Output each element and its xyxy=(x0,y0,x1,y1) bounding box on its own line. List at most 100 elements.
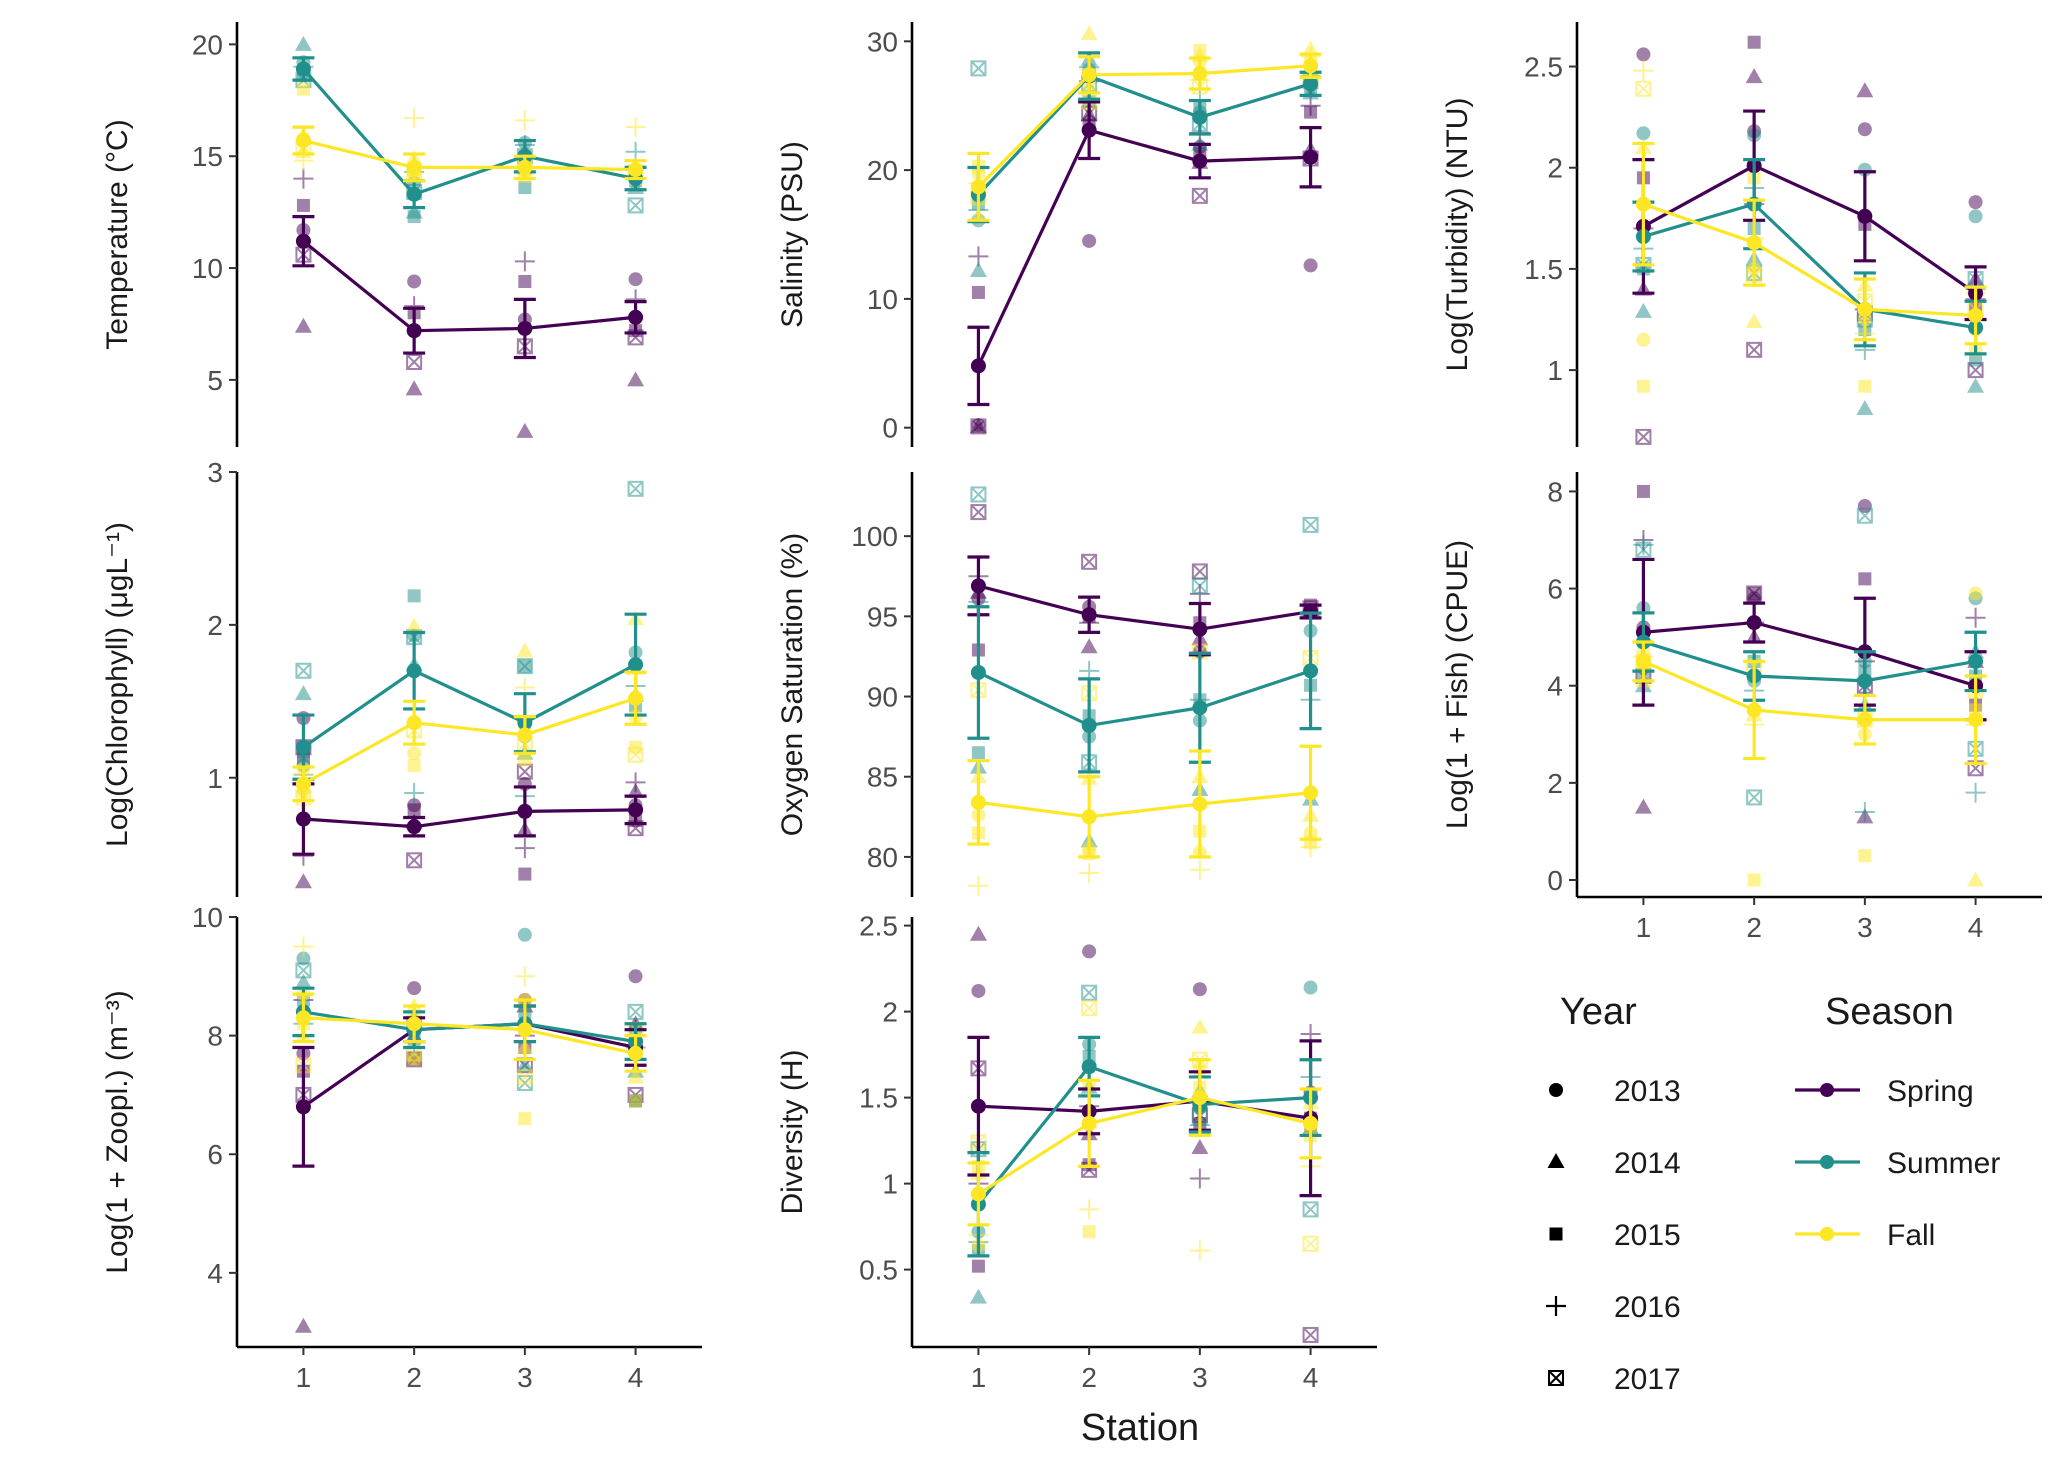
point-fall-2015 xyxy=(1636,379,1650,393)
mean-point-fall xyxy=(1303,1115,1319,1131)
y-tick-label: 100 xyxy=(851,521,898,552)
series-fall xyxy=(292,670,647,803)
y-tick-label: 4 xyxy=(1547,671,1563,702)
x-tick-label: 3 xyxy=(1192,1362,1208,1393)
point-spring-2013 xyxy=(628,272,643,287)
y-tick-label: 3 xyxy=(207,457,223,488)
mean-point-summer xyxy=(628,657,644,673)
point-spring-2015 xyxy=(1858,572,1872,586)
mean-point-spring xyxy=(406,323,422,339)
point-fall-2015 xyxy=(296,82,310,96)
mean-point-fall xyxy=(1192,66,1208,82)
mean-point-fall xyxy=(970,794,986,810)
legend-year-2015: 2015 xyxy=(1549,1219,1681,1252)
y-axis-title: Log(Turbidity) (NTU) xyxy=(1441,98,1474,372)
point-summer-2017 xyxy=(627,1003,644,1020)
mean-point-fall xyxy=(1081,1115,1097,1131)
x-tick-label: 4 xyxy=(1303,1362,1319,1393)
point-summer-2014 xyxy=(294,35,312,51)
y-tick-label: 0 xyxy=(1547,865,1563,896)
point-fall-2016 xyxy=(968,875,989,896)
y-tick-label: 2 xyxy=(207,610,223,641)
x-tick-label: 4 xyxy=(628,1362,644,1393)
legend-season-fall: Fall xyxy=(1795,1219,1935,1252)
point-fall-2015 xyxy=(1193,43,1207,57)
point-fall-2015 xyxy=(1858,849,1872,863)
point-summer-2017 xyxy=(970,486,987,503)
point-fall-2017 xyxy=(627,746,644,763)
point-fall-2014 xyxy=(1745,313,1763,329)
point-spring-2013 xyxy=(1192,982,1207,997)
point-summer-2014 xyxy=(1856,400,1874,416)
legend-season-summer: Summer xyxy=(1795,1147,2000,1180)
point-summer-2013 xyxy=(1968,209,1983,224)
point-spring-2015 xyxy=(407,803,421,817)
series-spring xyxy=(292,782,647,856)
point-spring-2015 xyxy=(1636,484,1650,498)
point-summer-2015 xyxy=(518,181,532,195)
point-spring-2016 xyxy=(293,168,314,189)
mean-line-fall xyxy=(302,696,637,786)
mean-point-fall xyxy=(1635,196,1651,212)
y-tick-label: 6 xyxy=(207,1139,223,1170)
legend-year-2016: 2016 xyxy=(1546,1291,1681,1324)
mean-point-summer xyxy=(1303,663,1319,679)
mean-point-spring xyxy=(295,1099,311,1115)
series-spring xyxy=(967,100,1322,407)
point-spring-2015 xyxy=(518,274,532,288)
series-fall xyxy=(967,744,1322,859)
mean-point-spring xyxy=(1746,615,1762,631)
mean-point-summer xyxy=(1192,109,1208,125)
panel-5: 80 85 90 95 100 Oxygen Saturation (%) xyxy=(776,472,1322,897)
point-summer-2016 xyxy=(1965,782,1986,803)
point-summer-2015 xyxy=(407,210,421,224)
mean-point-fall xyxy=(1857,712,1873,728)
mean-point-fall xyxy=(295,776,311,792)
mean-point-summer xyxy=(1303,76,1319,92)
y-tick-label: 85 xyxy=(867,762,898,793)
mean-point-fall xyxy=(1746,235,1762,251)
mean-line-spring xyxy=(976,128,1311,367)
mean-point-spring xyxy=(1192,621,1208,637)
mean-point-fall xyxy=(970,1186,986,1202)
y-axis-title: Oxygen Saturation (%) xyxy=(776,533,809,836)
legend-season-spring-label: Spring xyxy=(1887,1075,1974,1108)
point-spring-2016 xyxy=(514,251,535,272)
x-tick-label: 2 xyxy=(406,1362,422,1393)
y-tick-label: 2 xyxy=(1547,768,1563,799)
legend-year-title: Year xyxy=(1560,991,1637,1033)
x-tick-label: 1 xyxy=(1636,912,1652,943)
point-summer-2015 xyxy=(1969,353,1983,367)
point-summer-2017 xyxy=(1856,507,1873,524)
series-fall xyxy=(1632,640,1987,766)
series-summer xyxy=(967,605,1322,774)
point-spring-2017 xyxy=(1635,428,1652,445)
legend-season-fall-point xyxy=(1820,1227,1834,1241)
legend-year-2017: 2017 xyxy=(1548,1363,1681,1396)
mean-point-fall xyxy=(628,1045,644,1061)
mean-line-summer xyxy=(1642,202,1976,330)
point-spring-2017 xyxy=(970,504,987,521)
point-spring-2017 xyxy=(1081,553,1098,570)
mean-point-spring xyxy=(1303,604,1319,620)
mean-line-spring xyxy=(1642,163,1977,295)
point-summer-2017 xyxy=(1081,984,1098,1001)
point-summer-2014 xyxy=(969,1288,987,1304)
mean-point-summer xyxy=(1857,673,1873,689)
mean-point-spring xyxy=(295,233,311,249)
point-fall-2016 xyxy=(1189,1240,1210,1261)
point-spring-2015 xyxy=(971,1259,985,1273)
point-fall-2013 xyxy=(1636,332,1651,347)
y-tick-label: 90 xyxy=(867,682,898,713)
mean-point-fall xyxy=(1303,58,1319,74)
point-summer-2014 xyxy=(516,1056,534,1072)
legend-season-fall-label: Fall xyxy=(1887,1219,1935,1252)
mean-point-spring xyxy=(970,1098,986,1114)
point-fall-2015 xyxy=(1082,1225,1096,1239)
mean-point-spring xyxy=(1081,607,1097,623)
mean-line-summer xyxy=(977,669,1312,728)
x-axis-title: Station xyxy=(1081,1407,1199,1449)
point-spring-2013 xyxy=(1636,47,1651,62)
point-summer-2016 xyxy=(404,783,425,804)
y-tick-label: 8 xyxy=(1547,476,1563,507)
